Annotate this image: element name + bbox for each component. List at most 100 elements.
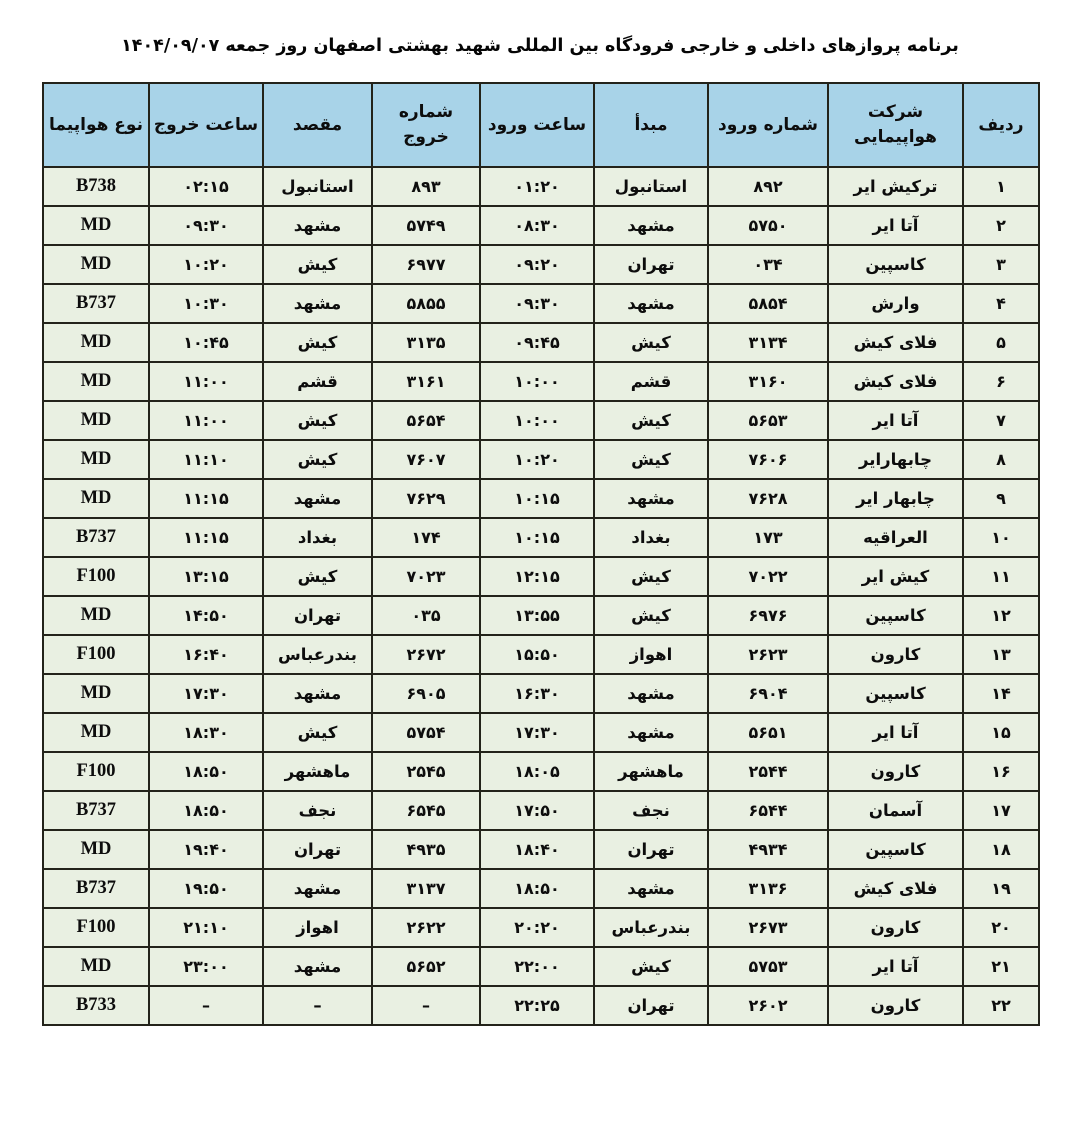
cell-origin: اهواز <box>593 634 709 675</box>
flight-row: ۱۹ فلای کیش ۳۱۳۶ مشهد ۱۸:۵۰ ۳۱۳۷ مشهد ۱۹:۵۰ B737 <box>42 868 1040 909</box>
column-header-aircraft-type: نوع هواپیما <box>42 82 150 168</box>
cell-row-index: ۲۰ <box>962 907 1040 948</box>
column-header-airline: شرکت هواپیمایی <box>827 82 964 168</box>
cell-arrival-time: ۱۷:۳۰ <box>479 712 595 753</box>
cell-arrival-number: ۲۵۴۴ <box>707 751 829 792</box>
cell-row-index: ۲۱ <box>962 946 1040 987</box>
cell-airline: فلای کیش <box>827 322 964 363</box>
cell-arrival-number: ۷۰۲۲ <box>707 556 829 597</box>
cell-row-index: ۱۸ <box>962 829 1040 870</box>
cell-origin: مشهد <box>593 712 709 753</box>
cell-departure-time: ۱۳:۱۵ <box>148 556 264 597</box>
cell-arrival-number: ۵۶۵۱ <box>707 712 829 753</box>
cell-airline: ترکیش ایر <box>827 166 964 207</box>
cell-airline: آتا ایر <box>827 205 964 246</box>
cell-aircraft-type: MD <box>42 829 150 870</box>
cell-arrival-time: ۰۹:۲۰ <box>479 244 595 285</box>
cell-airline: چابهار ایر <box>827 478 964 519</box>
cell-departure-number: ۸۹۳ <box>371 166 481 207</box>
cell-airline: العراقیه <box>827 517 964 558</box>
cell-destination: کیش <box>262 712 373 753</box>
cell-departure-time: ۱۱:۱۵ <box>148 478 264 519</box>
cell-departure-time: ۱۸:۵۰ <box>148 790 264 831</box>
cell-arrival-number: ۲۶۷۳ <box>707 907 829 948</box>
page-title: برنامه پروازهای داخلی و خارجی فرودگاه بی… <box>121 36 959 56</box>
cell-departure-time: ۱۹:۴۰ <box>148 829 264 870</box>
cell-row-index: ۶ <box>962 361 1040 402</box>
cell-row-index: ۱ <box>962 166 1040 207</box>
cell-departure-number: ۷۶۰۷ <box>371 439 481 480</box>
cell-arrival-number: ۵۸۵۴ <box>707 283 829 324</box>
cell-arrival-number: ۸۹۲ <box>707 166 829 207</box>
cell-destination: – <box>262 985 373 1026</box>
flight-row: ۱۶ کارون ۲۵۴۴ ماهشهر ۱۸:۰۵ ۲۵۴۵ ماهشهر ۱۸:۵۰ F10… <box>42 751 1040 792</box>
cell-departure-time: ۱۸:۳۰ <box>148 712 264 753</box>
cell-arrival-time: ۱۸:۴۰ <box>479 829 595 870</box>
cell-airline: کارون <box>827 634 964 675</box>
cell-destination: مشهد <box>262 946 373 987</box>
cell-row-index: ۱۷ <box>962 790 1040 831</box>
cell-aircraft-type: MD <box>42 400 150 441</box>
cell-departure-number: ۵۷۴۹ <box>371 205 481 246</box>
cell-departure-time: ۱۱:۰۰ <box>148 361 264 402</box>
cell-origin: کیش <box>593 400 709 441</box>
cell-arrival-time: ۰۹:۴۵ <box>479 322 595 363</box>
cell-origin: مشهد <box>593 673 709 714</box>
column-header-arrival-number: شماره ورود <box>707 82 829 168</box>
cell-airline: کارون <box>827 751 964 792</box>
cell-airline: کیش ایر <box>827 556 964 597</box>
cell-destination: اهواز <box>262 907 373 948</box>
cell-arrival-time: ۱۰:۲۰ <box>479 439 595 480</box>
flight-row: ۱۳ کارون ۲۶۲۳ اهواز ۱۵:۵۰ ۲۶۷۲ بندرعباس ۱۶:۴۰ F1… <box>42 634 1040 675</box>
cell-row-index: ۳ <box>962 244 1040 285</box>
flight-row: ۲۱ آتا ایر ۵۷۵۳ کیش ۲۲:۰۰ ۵۶۵۲ مشهد ۲۳:۰۰ MD <box>42 946 1040 987</box>
cell-airline: چابهارایر <box>827 439 964 480</box>
cell-arrival-time: ۱۳:۵۵ <box>479 595 595 636</box>
cell-aircraft-type: MD <box>42 595 150 636</box>
cell-destination: ماهشهر <box>262 751 373 792</box>
cell-arrival-time: ۱۰:۱۵ <box>479 517 595 558</box>
cell-departure-number: ۶۵۴۵ <box>371 790 481 831</box>
cell-row-index: ۲ <box>962 205 1040 246</box>
cell-departure-time: ۱۱:۱۵ <box>148 517 264 558</box>
cell-airline: کاسپین <box>827 595 964 636</box>
cell-aircraft-type: MD <box>42 439 150 480</box>
cell-arrival-number: ۳۱۶۰ <box>707 361 829 402</box>
cell-aircraft-type: MD <box>42 205 150 246</box>
cell-origin: کیش <box>593 556 709 597</box>
cell-row-index: ۷ <box>962 400 1040 441</box>
cell-departure-time: ۱۸:۵۰ <box>148 751 264 792</box>
cell-arrival-time: ۲۰:۲۰ <box>479 907 595 948</box>
cell-departure-number: ۷۰۲۳ <box>371 556 481 597</box>
flight-row: ۶ فلای کیش ۳۱۶۰ قشم ۱۰:۰۰ ۳۱۶۱ قشم ۱۱:۰۰ MD <box>42 361 1040 402</box>
cell-arrival-number: ۶۵۴۴ <box>707 790 829 831</box>
cell-arrival-number: ۵۷۵۰ <box>707 205 829 246</box>
cell-row-index: ۲۲ <box>962 985 1040 1026</box>
cell-arrival-number: ۵۷۵۳ <box>707 946 829 987</box>
cell-origin: کیش <box>593 439 709 480</box>
cell-row-index: ۱۲ <box>962 595 1040 636</box>
flight-row: ۹ چابهار ایر ۷۶۲۸ مشهد ۱۰:۱۵ ۷۶۲۹ مشهد ۱۱:۱۵ MD <box>42 478 1040 519</box>
flight-row: ۱۷ آسمان ۶۵۴۴ نجف ۱۷:۵۰ ۶۵۴۵ نجف ۱۸:۵۰ B737 <box>42 790 1040 831</box>
cell-aircraft-type: B733 <box>42 985 150 1026</box>
cell-departure-number: ۳۱۳۵ <box>371 322 481 363</box>
table-header: ردیف شرکت هواپیمایی شماره ورود مبدأ ساعت ورو… <box>42 82 1040 168</box>
cell-arrival-time: ۱۲:۱۵ <box>479 556 595 597</box>
column-header-row-index: ردیف <box>962 82 1040 168</box>
flight-row: ۵ فلای کیش ۳۱۳۴ کیش ۰۹:۴۵ ۳۱۳۵ کیش ۱۰:۴۵ MD <box>42 322 1040 363</box>
cell-airline: آتا ایر <box>827 400 964 441</box>
cell-destination: تهران <box>262 829 373 870</box>
cell-aircraft-type: F100 <box>42 751 150 792</box>
cell-origin: تهران <box>593 985 709 1026</box>
cell-destination: کیش <box>262 556 373 597</box>
cell-airline: کاسپین <box>827 673 964 714</box>
cell-aircraft-type: B737 <box>42 790 150 831</box>
cell-destination: کیش <box>262 400 373 441</box>
cell-arrival-number: ۰۳۴ <box>707 244 829 285</box>
cell-arrival-number: ۴۹۳۴ <box>707 829 829 870</box>
cell-origin: بندرعباس <box>593 907 709 948</box>
cell-origin: استانبول <box>593 166 709 207</box>
cell-departure-number: ۲۵۴۵ <box>371 751 481 792</box>
cell-departure-number: ۳۱۳۷ <box>371 868 481 909</box>
flight-schedule-table: ردیف شرکت هواپیمایی شماره ورود مبدأ ساعت ورو… <box>42 82 1040 1026</box>
